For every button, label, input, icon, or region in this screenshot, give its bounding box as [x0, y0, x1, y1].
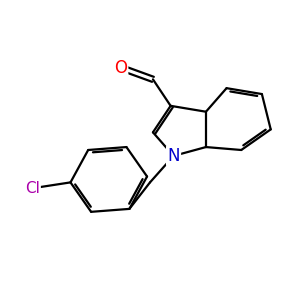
Text: O: O: [114, 58, 127, 76]
Text: Cl: Cl: [25, 181, 40, 196]
Text: N: N: [167, 147, 180, 165]
